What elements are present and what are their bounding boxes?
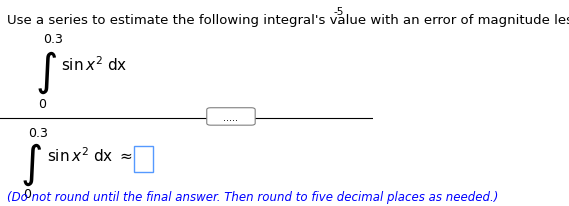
Text: 0.3: 0.3 (28, 126, 48, 139)
Text: .....: ..... (224, 112, 238, 122)
Text: 0: 0 (23, 187, 31, 200)
Text: 0.3: 0.3 (43, 33, 63, 46)
Text: $\int$: $\int$ (20, 141, 43, 187)
Text: (Do not round until the final answer. Then round to five decimal places as neede: (Do not round until the final answer. Th… (7, 190, 499, 203)
Text: -5: -5 (333, 7, 344, 17)
Text: 0: 0 (38, 98, 46, 111)
FancyBboxPatch shape (207, 108, 255, 126)
Text: .: . (336, 14, 340, 27)
Text: $\sin x^2$ dx: $\sin x^2$ dx (61, 55, 128, 74)
FancyBboxPatch shape (134, 146, 152, 172)
Text: $\sin x^2$ dx $\approx$: $\sin x^2$ dx $\approx$ (47, 146, 133, 165)
Text: $\int$: $\int$ (35, 49, 57, 95)
Text: Use a series to estimate the following integral's value with an error of magnitu: Use a series to estimate the following i… (7, 14, 569, 27)
